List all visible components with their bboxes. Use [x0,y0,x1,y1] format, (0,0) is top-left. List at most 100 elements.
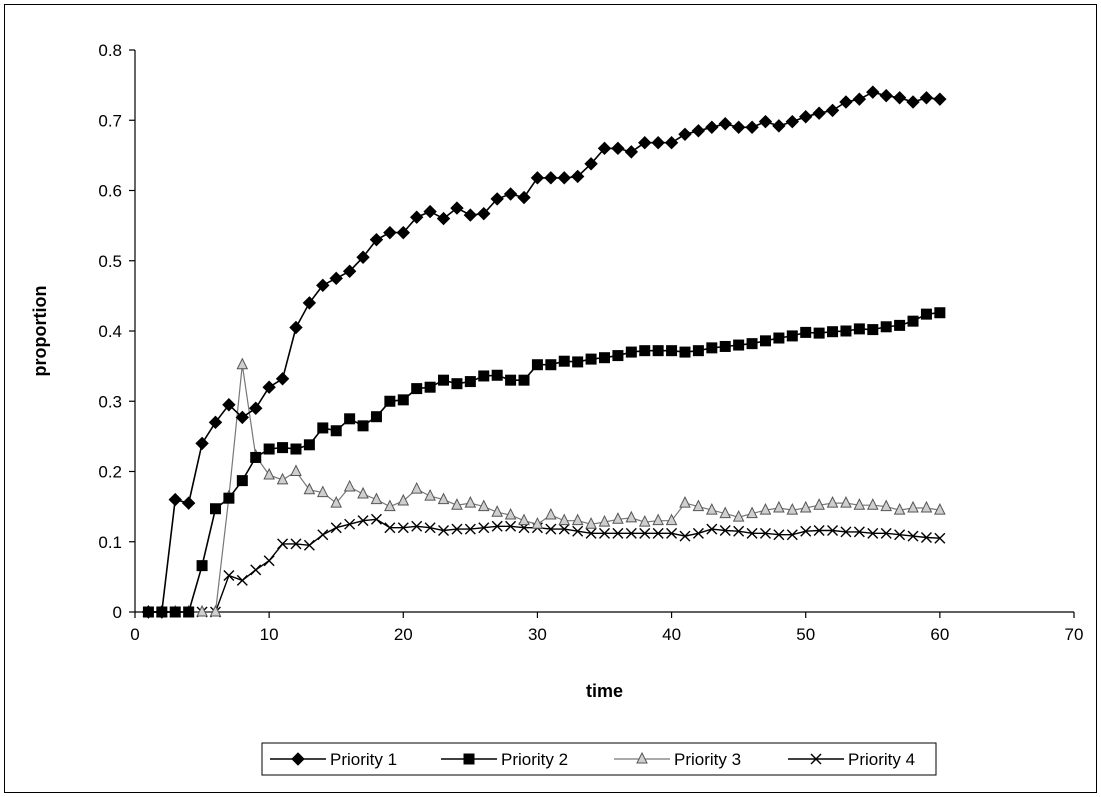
data-point [545,507,557,520]
data-point [424,488,436,501]
data-point [397,522,409,534]
x-marker-stroke [867,527,879,539]
data-point [558,523,570,535]
data-point [813,525,825,537]
data-point [503,187,518,201]
data-point [853,323,865,335]
series-line [148,364,940,613]
data-point [679,530,691,542]
x-marker-stroke [920,532,932,544]
data-point [773,332,785,344]
series-1 [141,85,947,619]
data-point [330,522,342,534]
data-point [438,374,450,386]
data-point [919,91,934,105]
data-point [759,335,771,347]
data-point [558,355,570,367]
data-point [396,225,410,240]
data-point [517,190,531,205]
data-point [464,495,477,508]
data-point [477,206,491,221]
data-point [599,527,610,539]
x-marker-stroke [599,527,610,539]
data-point [343,479,356,492]
data-point [786,330,798,342]
data-point [342,264,357,278]
data-point [652,345,664,357]
data-point [906,95,920,109]
data-point [223,569,235,581]
data-point [799,500,812,513]
x-marker-stroke [357,515,369,527]
data-point [302,296,317,310]
data-point [263,467,275,480]
data-point [478,370,490,382]
data-point [504,507,517,520]
data-point [141,605,156,619]
data-point [208,415,223,430]
x-marker-stroke [384,522,396,534]
data-point [759,527,771,539]
data-point [451,498,463,510]
data-point [250,451,262,463]
data-point [571,513,584,526]
data-point [196,560,208,572]
x-marker-stroke [880,527,892,539]
data-point [584,157,598,171]
x-tick-label: 20 [394,625,413,644]
data-point [545,359,557,371]
data-point [839,95,853,109]
data-point [585,517,597,529]
x-marker-stroke [706,523,718,535]
data-point [731,120,746,134]
x-marker-stroke [290,538,302,550]
data-point [867,324,879,336]
data-point [250,564,262,576]
data-point [370,492,383,505]
data-point [652,513,664,526]
legend-item: Priority 1 [270,750,397,769]
y-tick-label: 0.6 [98,182,122,201]
data-point [706,342,718,354]
x-marker-stroke [411,520,423,532]
data-point [491,505,503,517]
data-point [316,278,330,293]
data-point [826,495,839,508]
x-tick-label: 30 [528,625,547,644]
x-marker-stroke [666,527,678,539]
data-point [934,532,946,544]
data-point [303,439,315,451]
data-point [236,574,248,586]
data-point [557,171,571,185]
data-point [370,513,382,525]
x-marker-stroke [907,530,919,542]
x-marker-stroke [223,569,235,581]
data-point [329,271,343,286]
x-tick-label: 60 [930,625,949,644]
data-point [746,527,758,539]
legend-marker [463,753,475,765]
x-marker-stroke [625,527,637,539]
data-point [664,136,679,150]
data-point [249,401,263,415]
data-point [410,481,423,494]
data-point [598,514,611,527]
legend-label: Priority 2 [501,750,568,769]
data-point [357,515,369,527]
y-tick-label: 0.2 [98,463,122,482]
data-point [277,442,289,454]
data-point [303,482,316,495]
data-point [168,492,182,507]
data-point [491,369,503,381]
data-point [706,523,718,535]
data-point [209,503,221,515]
data-point [920,532,932,544]
x-tick-label: 0 [130,625,139,644]
data-point [195,436,209,451]
data-point [612,350,624,362]
data-point [222,398,236,412]
data-point [263,443,275,455]
data-point [599,352,610,364]
x-marker-stroke [679,530,691,542]
data-point [290,538,302,550]
